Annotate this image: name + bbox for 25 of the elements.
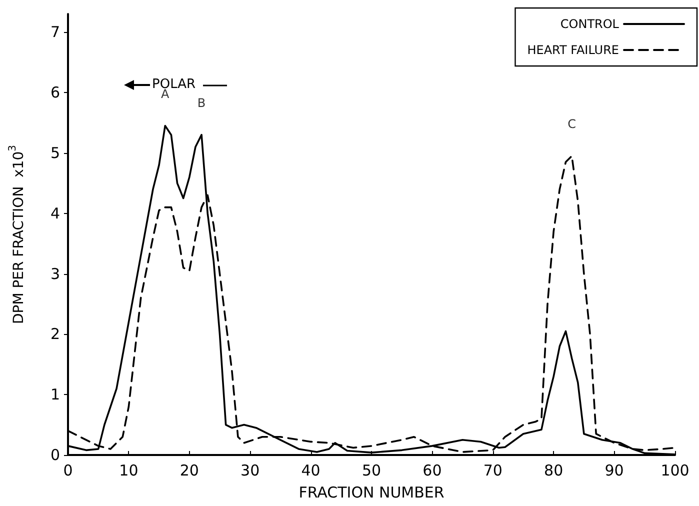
x-tick-label: 0 bbox=[63, 462, 73, 480]
y-tick-label: 1 bbox=[50, 386, 60, 404]
y-tick-label: 6 bbox=[50, 84, 60, 102]
x-axis-title: FRACTION NUMBER bbox=[298, 484, 444, 502]
legend-label: CONTROL bbox=[560, 17, 620, 31]
x-tick-label: 10 bbox=[119, 462, 138, 480]
y-tick-label: 5 bbox=[50, 144, 60, 162]
x-tick-label: 20 bbox=[180, 462, 199, 480]
annotation: C bbox=[568, 116, 576, 131]
x-tick-label: 90 bbox=[604, 462, 624, 480]
x-tick-label: 60 bbox=[422, 462, 442, 480]
x-tick-label: 50 bbox=[362, 462, 382, 480]
x-tick-label: 80 bbox=[544, 462, 564, 480]
legend-label: HEART FAILURE bbox=[527, 43, 619, 57]
y-tick-label: 4 bbox=[50, 204, 60, 222]
x-tick-label: 40 bbox=[301, 462, 320, 480]
annotation: B bbox=[197, 96, 206, 110]
y-tick-label: 0 bbox=[50, 446, 60, 464]
y-tick-label: 3 bbox=[50, 264, 60, 283]
y-tick-label: 2 bbox=[50, 325, 60, 344]
x-tick-label: 30 bbox=[240, 462, 260, 480]
y-axis-title: DPM PER FRACTION x103 bbox=[8, 144, 27, 324]
x-tick-label: 70 bbox=[483, 462, 502, 480]
x-tick-label: 100 bbox=[660, 462, 690, 480]
y-tick-label: 7 bbox=[50, 23, 60, 42]
